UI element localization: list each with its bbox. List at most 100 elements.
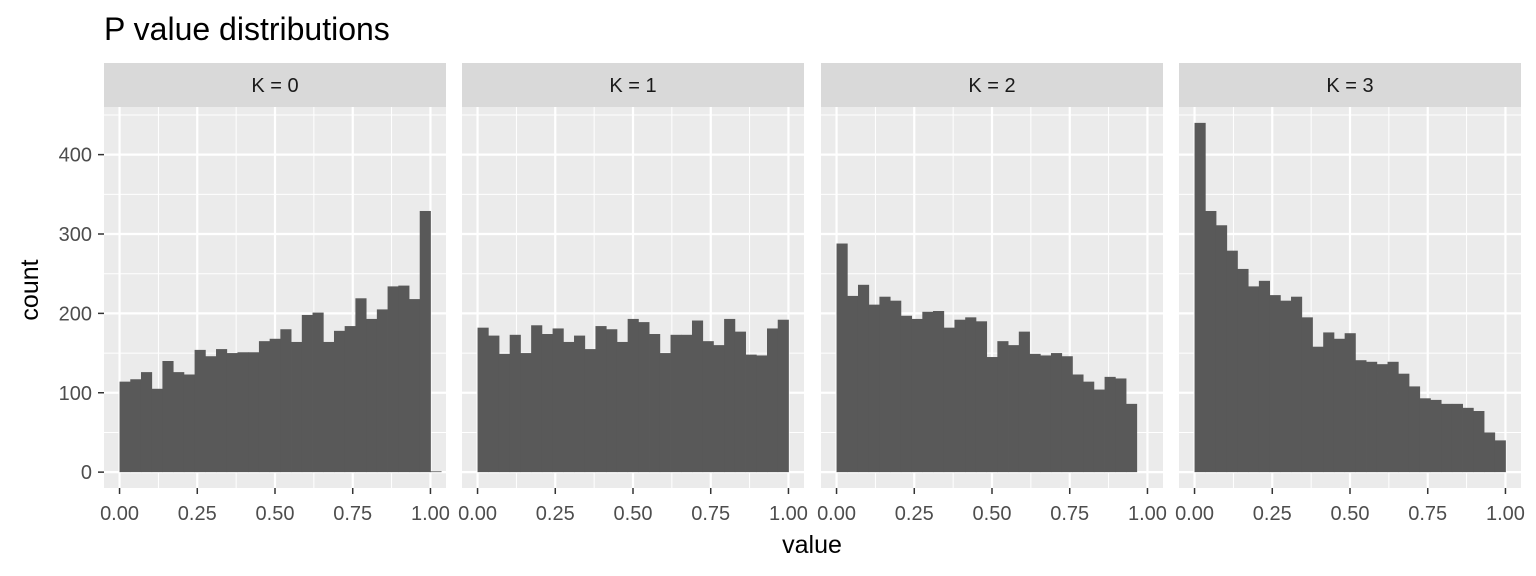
y-tick-label: 0 — [81, 462, 92, 484]
histogram-bar — [1366, 361, 1378, 473]
histogram-bar — [857, 284, 870, 473]
histogram-bar — [498, 353, 511, 473]
chart-title: P value distributions — [104, 11, 390, 47]
histogram-bar — [1029, 353, 1041, 473]
histogram-bar — [355, 298, 367, 473]
histogram-bar — [130, 379, 142, 473]
histogram-bar — [291, 341, 303, 473]
x-tick-label: 0.75 — [1050, 503, 1089, 525]
histogram-bar — [606, 329, 618, 473]
x-tick-label: 0.25 — [178, 503, 217, 525]
histogram-bar — [986, 357, 998, 473]
histogram-bar — [1323, 332, 1335, 473]
x-tick-label: 0.50 — [256, 503, 295, 525]
histogram-bar — [1269, 295, 1281, 473]
histogram-bar — [477, 327, 489, 473]
histogram-bar — [409, 299, 421, 473]
histogram-bar — [216, 349, 228, 473]
histogram-bar — [847, 295, 859, 473]
histogram-bar — [183, 374, 195, 473]
histogram-bar — [237, 352, 249, 473]
histogram-bar — [419, 210, 431, 473]
histogram-bar — [595, 326, 607, 473]
histogram-bar — [1018, 331, 1030, 473]
histogram-bar — [1408, 386, 1421, 473]
histogram-bar — [1061, 356, 1073, 473]
histogram-bar — [767, 328, 779, 473]
x-axis-title: value — [782, 531, 842, 559]
x-tick-label: 0.25 — [895, 503, 934, 525]
histogram-bar — [1237, 268, 1249, 473]
histogram-bar — [1494, 440, 1506, 473]
x-tick-label: 0.75 — [691, 503, 730, 525]
histogram-bar — [430, 471, 442, 473]
histogram-bar — [488, 335, 500, 473]
histogram-bar — [756, 355, 768, 473]
x-tick-label: 1.00 — [411, 503, 450, 525]
y-tick-label: 400 — [59, 145, 92, 167]
histogram-bar — [140, 372, 153, 473]
histogram-bar — [868, 304, 880, 473]
histogram-bar — [520, 353, 532, 473]
strip-label: K = 0 — [251, 75, 298, 97]
histogram-bar — [1115, 378, 1127, 473]
histogram-bar — [1215, 225, 1228, 473]
histogram-bar — [552, 328, 564, 473]
x-tick-label: 1.00 — [1128, 503, 1167, 525]
histogram-bar — [541, 334, 553, 473]
histogram-bar — [1376, 364, 1388, 473]
strip-label: K = 2 — [968, 75, 1015, 97]
histogram-bar — [965, 317, 977, 473]
histogram-bar — [933, 310, 945, 473]
y-axis-title: count — [16, 259, 44, 320]
facet-panel: K = 3 0.00 0.25 0.50 0.75 1.00 — [1175, 63, 1525, 525]
histogram-bar — [531, 325, 543, 473]
histogram-bar — [1226, 250, 1238, 473]
histogram-bar — [173, 372, 185, 473]
histogram-bar — [1072, 374, 1084, 473]
histogram-bar — [734, 331, 746, 473]
histogram-bar — [670, 334, 682, 473]
y-tick-label: 100 — [59, 383, 92, 405]
x-tick-label: 0.00 — [100, 503, 139, 525]
histogram-bar — [387, 286, 399, 473]
histogram-bar — [900, 315, 912, 473]
histogram-bar — [574, 335, 586, 473]
strip-background — [821, 63, 1163, 107]
histogram-bar — [836, 243, 848, 473]
y-tick-label: 300 — [59, 224, 92, 246]
histogram-bar — [1126, 403, 1138, 473]
histogram-bar — [1462, 407, 1474, 473]
x-tick-label: 0.25 — [536, 503, 575, 525]
histogram-bar — [745, 354, 757, 473]
histogram-bar — [1333, 338, 1346, 473]
histogram-bar — [777, 319, 789, 473]
histogram-bar — [119, 381, 131, 473]
histogram-bar — [398, 285, 410, 473]
histogram-bar — [1430, 399, 1442, 473]
x-tick-label: 0.50 — [1331, 503, 1370, 525]
histogram-bar — [1248, 286, 1260, 473]
histogram-bar — [376, 309, 388, 473]
histogram-bar — [563, 341, 575, 473]
x-tick-label: 0.00 — [817, 503, 856, 525]
histogram-bar — [1194, 122, 1206, 473]
x-tick-label: 0.75 — [1408, 503, 1447, 525]
strip-label: K = 1 — [609, 75, 656, 97]
histogram-bar — [162, 361, 174, 473]
histogram-bar — [943, 327, 955, 473]
histogram-bar — [616, 341, 629, 473]
histogram-bar — [584, 349, 596, 473]
x-tick-label: 0.00 — [1175, 503, 1214, 525]
x-tick-label: 0.75 — [333, 503, 372, 525]
histogram-bar — [911, 318, 923, 473]
strip-label: K = 3 — [1326, 75, 1373, 97]
histogram-bar — [333, 330, 346, 473]
x-tick-label: 0.00 — [458, 503, 497, 525]
histogram-bar — [1398, 373, 1410, 473]
histogram-bar — [1441, 403, 1453, 473]
histogram-bar — [1205, 210, 1217, 473]
y-tick-label: 200 — [59, 303, 92, 325]
strip-background — [462, 63, 804, 107]
